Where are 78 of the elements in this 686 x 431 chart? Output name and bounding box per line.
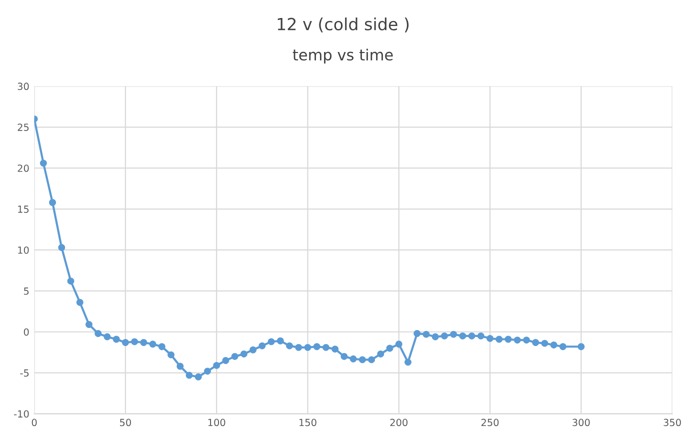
y-tick-label: 5: [24, 288, 29, 295]
y-tick-label: 15: [18, 206, 29, 213]
point: [504, 336, 512, 343]
point: [377, 350, 384, 358]
point: [168, 351, 174, 358]
x-tick-label: 50: [120, 418, 131, 426]
point: [395, 340, 402, 348]
point: [468, 332, 476, 340]
x-tick-label: 100: [208, 418, 226, 426]
point: [67, 278, 74, 285]
point: [414, 330, 421, 337]
point: [268, 338, 275, 346]
chart-subtitle: temp vs time: [292, 48, 393, 64]
point: [49, 199, 56, 206]
point: [76, 298, 84, 306]
x-tick-label: 200: [390, 418, 408, 426]
point: [258, 342, 266, 350]
point: [149, 340, 156, 348]
point: [131, 338, 138, 346]
point: [514, 336, 521, 344]
point: [231, 352, 238, 360]
x-tick-label: 0: [32, 418, 37, 426]
y-tick-label: 0: [24, 328, 29, 336]
y-tick-label: 25: [18, 124, 29, 131]
y-tick-label: -5: [20, 369, 29, 377]
point: [186, 372, 193, 379]
point: [122, 339, 129, 346]
x-tick-label: 350: [664, 418, 681, 426]
point: [86, 321, 92, 328]
point: [422, 330, 430, 338]
point: [213, 362, 220, 369]
point: [240, 350, 248, 358]
point: [204, 368, 211, 375]
point: [550, 342, 558, 348]
point: [578, 343, 585, 350]
point: [140, 339, 148, 346]
point: [432, 333, 439, 340]
point: [176, 362, 184, 370]
x-tick-label: 300: [572, 418, 590, 426]
point: [450, 330, 458, 338]
point: [112, 336, 120, 343]
point: [94, 330, 102, 337]
point: [295, 344, 302, 351]
point: [486, 334, 494, 342]
point: [358, 356, 366, 364]
point: [250, 346, 257, 354]
point: [322, 344, 330, 351]
y-tick-label: 30: [18, 82, 29, 90]
point: [522, 336, 530, 344]
point: [304, 344, 312, 351]
point: [286, 342, 293, 350]
y-tick-label: 20: [18, 164, 29, 172]
x-tick-label: 150: [300, 418, 316, 426]
point: [477, 332, 484, 340]
point: [559, 343, 566, 350]
point: [40, 160, 47, 167]
point: [276, 337, 284, 344]
point: [194, 373, 202, 380]
point: [222, 357, 230, 364]
point: [440, 332, 448, 340]
point: [496, 336, 503, 343]
point: [350, 355, 357, 362]
point: [58, 244, 66, 251]
point: [541, 340, 548, 347]
point: [340, 352, 348, 360]
point: [332, 346, 339, 353]
point: [368, 356, 375, 364]
y-tick-label: -10: [14, 410, 29, 418]
point: [404, 358, 412, 366]
chart-title: 12 v (cold side ): [278, 18, 409, 32]
point: [313, 343, 320, 350]
point: [158, 343, 166, 350]
x-tick-label: 250: [481, 418, 499, 426]
point: [459, 332, 466, 340]
point: [104, 333, 111, 340]
point: [386, 344, 394, 352]
point: [532, 339, 540, 346]
y-tick-label: 10: [18, 246, 29, 254]
